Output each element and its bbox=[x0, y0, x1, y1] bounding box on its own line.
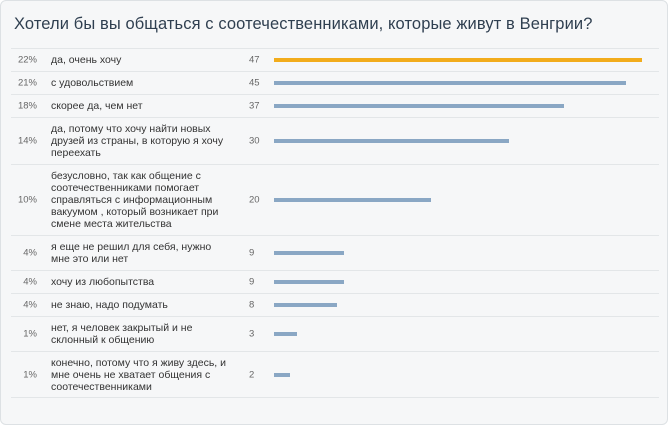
option-bar bbox=[274, 280, 344, 284]
option-vote-count: 47 bbox=[249, 54, 260, 66]
option-label: да, очень хочу bbox=[51, 54, 122, 66]
option-label: не знаю, надо подумать bbox=[51, 299, 168, 311]
poll-option-row: 18% скорее да, чем нет 37 bbox=[11, 94, 659, 117]
option-vote-count: 2 bbox=[249, 369, 255, 380]
option-label: с удовольствием bbox=[51, 77, 134, 89]
option-label: конечно, потому что я живу здесь, и мне … bbox=[51, 356, 227, 393]
poll-option-row: 4% хочу из любопытства 9 bbox=[11, 270, 659, 293]
option-vote-count: 9 bbox=[249, 247, 255, 259]
poll-option-row: 1% конечно, потому что я живу здесь, и м… bbox=[11, 351, 659, 398]
option-percent: 14% bbox=[17, 135, 37, 147]
option-bar bbox=[274, 198, 431, 202]
option-label: нет, я человек закрытый и не склонный к … bbox=[51, 322, 193, 346]
option-label: безусловно, так как общение с соотечеств… bbox=[51, 170, 219, 230]
option-percent: 1% bbox=[23, 328, 37, 340]
option-vote-count: 3 bbox=[249, 328, 255, 340]
option-bar bbox=[274, 372, 290, 377]
poll-option-row: 4% я еще не решил для себя, нужно мне эт… bbox=[11, 235, 659, 270]
option-bar bbox=[274, 139, 509, 143]
option-percent: 4% bbox=[23, 247, 37, 259]
option-percent: 18% bbox=[17, 100, 37, 112]
option-bar bbox=[274, 251, 344, 255]
option-percent: 10% bbox=[17, 194, 37, 206]
poll-options-list: 22% да, очень хочу 47 21% с удовольствие… bbox=[11, 48, 659, 398]
poll-option-row: 22% да, очень хочу 47 bbox=[11, 48, 659, 71]
option-bar bbox=[274, 58, 642, 62]
option-label: да, потому что хочу найти новых друзей и… bbox=[51, 123, 224, 159]
option-bar bbox=[274, 81, 626, 85]
option-percent: 22% bbox=[17, 54, 37, 66]
option-percent: 21% bbox=[17, 77, 37, 89]
option-vote-count: 20 bbox=[249, 194, 260, 206]
poll-title: Хотели бы вы общаться с соотечественника… bbox=[14, 15, 593, 33]
option-label: я еще не решил для себя, нужно мне это и… bbox=[51, 241, 212, 265]
option-vote-count: 30 bbox=[249, 135, 260, 147]
option-label: хочу из любопытства bbox=[51, 276, 155, 288]
option-bar bbox=[274, 303, 337, 307]
poll-option-row: 4% не знаю, надо подумать 8 bbox=[11, 293, 659, 316]
option-vote-count: 37 bbox=[249, 100, 260, 112]
option-bar bbox=[274, 104, 564, 108]
option-label: скорее да, чем нет bbox=[51, 100, 143, 112]
option-percent: 4% bbox=[23, 276, 37, 288]
option-percent: 4% bbox=[23, 299, 37, 311]
option-bar bbox=[274, 332, 297, 336]
option-vote-count: 8 bbox=[249, 299, 255, 311]
poll-option-row: 21% с удовольствием 45 bbox=[11, 71, 659, 94]
poll-option-row: 1% нет, я человек закрытый и не склонный… bbox=[11, 316, 659, 351]
option-percent: 1% bbox=[23, 369, 37, 380]
poll-option-row: 14% да, потому что хочу найти новых друз… bbox=[11, 117, 659, 164]
option-vote-count: 45 bbox=[249, 77, 260, 89]
option-vote-count: 9 bbox=[249, 276, 255, 288]
poll-option-row: 10% безусловно, так как общение с соотеч… bbox=[11, 164, 659, 235]
